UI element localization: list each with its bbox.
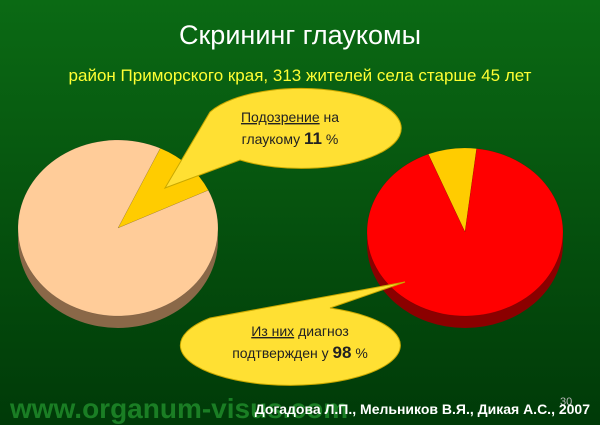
pie-slice xyxy=(366,148,564,317)
page-number: 30 xyxy=(560,396,572,408)
callout-part: Из них xyxy=(251,323,294,339)
title: Скрининг глаукомы xyxy=(179,20,421,50)
callout-part: % xyxy=(351,345,367,361)
callout-part: Подозрение xyxy=(241,109,320,125)
watermark: www.organum-visus.com xyxy=(9,393,348,424)
callout-part: 98 xyxy=(333,343,352,362)
callout-text: подтвержден у 98 % xyxy=(232,343,368,362)
authors: Догадова Л.П., Мельников В.Я., Дикая А.С… xyxy=(255,401,590,417)
callout-part: подтвержден у xyxy=(232,345,332,361)
pie-slice xyxy=(427,147,477,233)
callout-bubble xyxy=(163,87,402,189)
pie-slice xyxy=(17,139,219,317)
callout-part: на xyxy=(320,109,340,125)
subtitle: район Приморского края, 313 жителей села… xyxy=(69,66,532,85)
callout-part: % xyxy=(322,131,338,147)
callout-part: диагноз xyxy=(294,323,349,339)
callout-part: глаукому xyxy=(242,131,304,147)
callout-text: Из них диагноз xyxy=(251,323,349,339)
callout-bubble xyxy=(179,281,406,386)
callout-part: 11 xyxy=(304,129,322,148)
callout-text: глаукому 11 % xyxy=(242,129,339,148)
callout-text: Подозрение на xyxy=(241,109,339,125)
